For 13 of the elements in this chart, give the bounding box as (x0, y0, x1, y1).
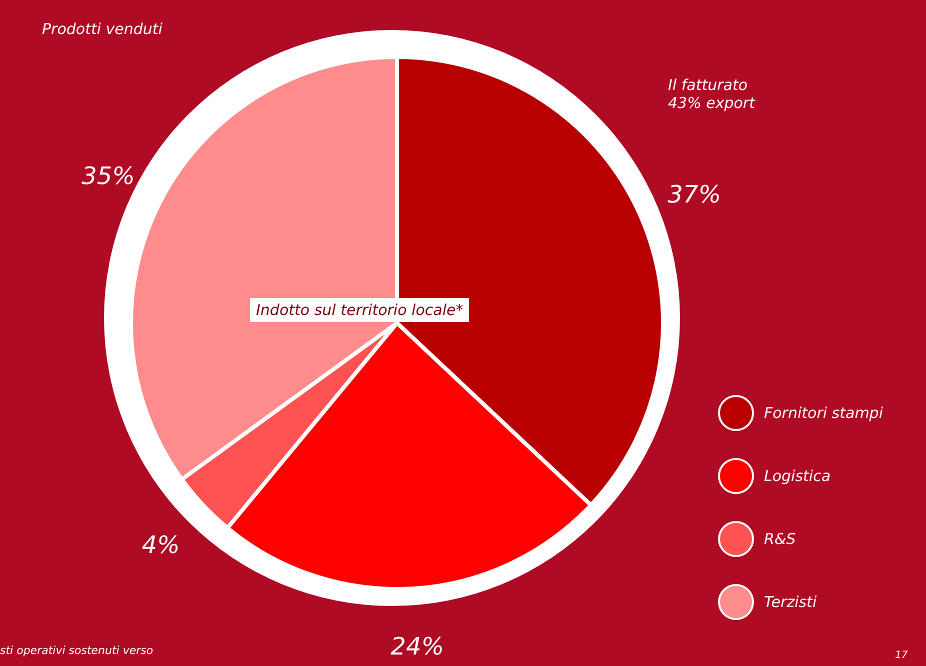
data-label: 37% (668, 180, 722, 208)
legend-label: Terzisti (764, 593, 817, 611)
text: 17 (895, 650, 908, 661)
text: Indotto sul territorio locale* (250, 298, 470, 322)
legend-label: Fornitori stampi (764, 404, 883, 422)
text: Prodotti venduti (42, 20, 162, 38)
text: Il fatturato 43% export (668, 76, 755, 112)
data-label: 35% (82, 162, 135, 190)
data-label: 4% (142, 530, 180, 559)
text: sti operativi sostenuti verso (0, 644, 154, 657)
data-label: 24% (390, 632, 444, 660)
legend-label: Logistica (764, 467, 831, 485)
legend-label: R&S (764, 530, 796, 548)
